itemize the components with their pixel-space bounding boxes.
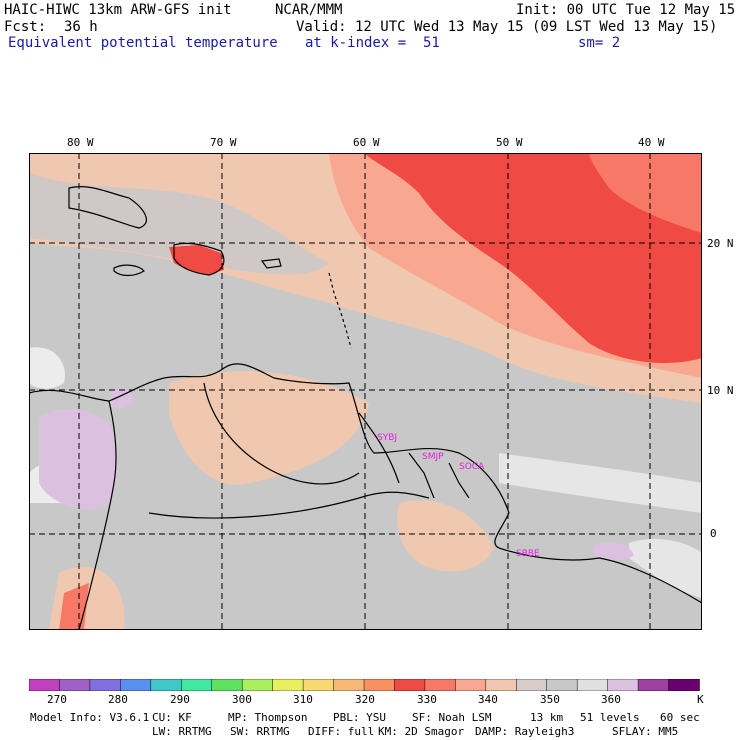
colorbar-tick-280: 280 xyxy=(108,693,128,706)
shade-purple-pacific xyxy=(39,408,119,510)
footer-timestep: 60 sec xyxy=(660,711,700,724)
shade-amazon xyxy=(397,500,494,572)
colorbar-cell xyxy=(29,679,61,691)
footer-levels: 51 levels xyxy=(580,711,640,724)
colorbar-cell xyxy=(150,679,183,691)
colorbar-cell xyxy=(181,679,213,691)
shade-purple-panama xyxy=(109,388,134,409)
shade-land-north xyxy=(169,371,369,485)
footer-model-info: Model Info: V3.6.1 xyxy=(30,711,150,724)
colorbar-cell xyxy=(455,679,487,691)
colorbar-unit: K xyxy=(697,693,704,706)
forecast-hour: 36 h xyxy=(64,19,98,35)
colorbar-cell xyxy=(333,679,365,691)
footer-sw: SW: RRTMG xyxy=(230,725,290,738)
footer-sflay: SFLAY: MM5 xyxy=(612,725,679,738)
shade-330-335 xyxy=(364,153,702,363)
footer-km: KM: 2D Smagor xyxy=(378,725,465,738)
puerto-rico-outline xyxy=(260,258,282,269)
lon-label-70w: 70 W xyxy=(210,136,237,149)
footer-cu: CU: KF xyxy=(152,711,192,724)
footer-res: 13 km xyxy=(530,711,564,724)
lon-label-50w: 50 W xyxy=(496,136,523,149)
colorbar-cell xyxy=(241,679,274,691)
colorbar-tick-330: 330 xyxy=(417,693,437,706)
field-name: Equivalent potential temperature xyxy=(8,35,278,51)
venezuela-border xyxy=(203,382,360,485)
colorbar-cell xyxy=(485,679,518,691)
colorbar-cell xyxy=(394,679,426,691)
colorbar-cell xyxy=(363,679,396,691)
lon-label-40w: 40 W xyxy=(638,136,665,149)
cuba-outline xyxy=(68,186,147,229)
lon-label-60w: 60 W xyxy=(353,136,380,149)
footer-pbl: PBL: YSU xyxy=(333,711,386,724)
graticule xyxy=(29,153,702,630)
footer-lw: LW: RRTMG xyxy=(152,725,212,738)
shade-orange-ne xyxy=(589,153,702,233)
model-title: HAIC-HIWC 13km ARW-GFS init xyxy=(4,2,232,18)
map-frame xyxy=(29,153,702,630)
colorbar-tick-300: 300 xyxy=(232,693,252,706)
lat-label-0: 0 xyxy=(710,527,717,540)
colorbar-cell xyxy=(272,679,304,691)
footer-sf: SF: Noah LSM xyxy=(412,711,492,724)
init-time: Init: 00 UTC Tue 12 May 15 xyxy=(516,2,736,18)
suriname-border xyxy=(408,452,435,499)
colombia-border xyxy=(78,400,117,630)
colorbar-tick-350: 350 xyxy=(540,693,560,706)
fr-guiana-border xyxy=(448,462,470,499)
shade-white-east xyxy=(629,538,702,598)
colorbar-cell xyxy=(89,679,122,691)
colorbar-tick-320: 320 xyxy=(355,693,375,706)
jamaica-outline xyxy=(113,264,145,277)
colorbar-cell xyxy=(516,679,548,691)
colorbar-tick-290: 290 xyxy=(170,693,190,706)
colorbar-cell xyxy=(302,679,335,691)
footer-diff: DIFF: full xyxy=(308,725,375,738)
lat-label-10n: 10 N xyxy=(707,384,734,397)
shade-white-west xyxy=(29,347,65,389)
coastlines xyxy=(29,186,702,630)
station-sbbe: SBBE xyxy=(516,549,540,559)
lon-label-80w: 80 W xyxy=(67,136,94,149)
shade-grey-caribbean xyxy=(29,173,329,275)
colorbar-tick-360: 360 xyxy=(601,693,621,706)
colorbar-tick-340: 340 xyxy=(478,693,498,706)
colorbar-cells xyxy=(29,679,700,691)
valid-time: Valid: 12 UTC Wed 13 May 15 (09 LST Wed … xyxy=(296,19,718,35)
smoothing-label: sm= 2 xyxy=(578,35,621,51)
theta-e-map: SYBJ SMJP SOCA SBBE xyxy=(29,153,702,630)
shade-purple-east xyxy=(594,542,634,561)
colorbar-cell xyxy=(120,679,152,691)
footer-mp: MP: Thompson xyxy=(228,711,308,724)
lat-label-20n: 20 N xyxy=(707,237,734,250)
station-smjp: SMJP xyxy=(422,452,444,462)
shade-andes-red xyxy=(59,583,89,630)
guyana-border xyxy=(358,412,400,484)
colorbar-cell xyxy=(59,679,91,691)
colorbar-cell xyxy=(607,679,639,691)
colorbar-cell xyxy=(668,679,700,691)
colorbar-cell xyxy=(546,679,578,691)
colorbar-cell xyxy=(576,679,609,691)
footer-damp: DAMP: Rayleigh3 xyxy=(475,725,575,738)
forecast-label: Fcst: xyxy=(4,19,47,35)
south-america-coast xyxy=(29,363,702,604)
colorbar xyxy=(29,679,700,691)
org-label: NCAR/MMM xyxy=(275,2,343,18)
colorbar-cell xyxy=(211,679,243,691)
station-sybj: SYBJ xyxy=(377,433,397,443)
colorbar-cell xyxy=(424,679,457,691)
level-label: at k-index = 51 xyxy=(305,35,440,51)
station-soca: SOCA xyxy=(459,462,485,472)
colorbar-cell xyxy=(637,679,670,691)
shade-white-equatorial xyxy=(499,453,702,513)
colorbar-tick-270: 270 xyxy=(47,693,67,706)
colorbar-tick-310: 310 xyxy=(293,693,313,706)
brazil-border xyxy=(148,491,430,519)
lesser-antilles xyxy=(328,272,352,349)
